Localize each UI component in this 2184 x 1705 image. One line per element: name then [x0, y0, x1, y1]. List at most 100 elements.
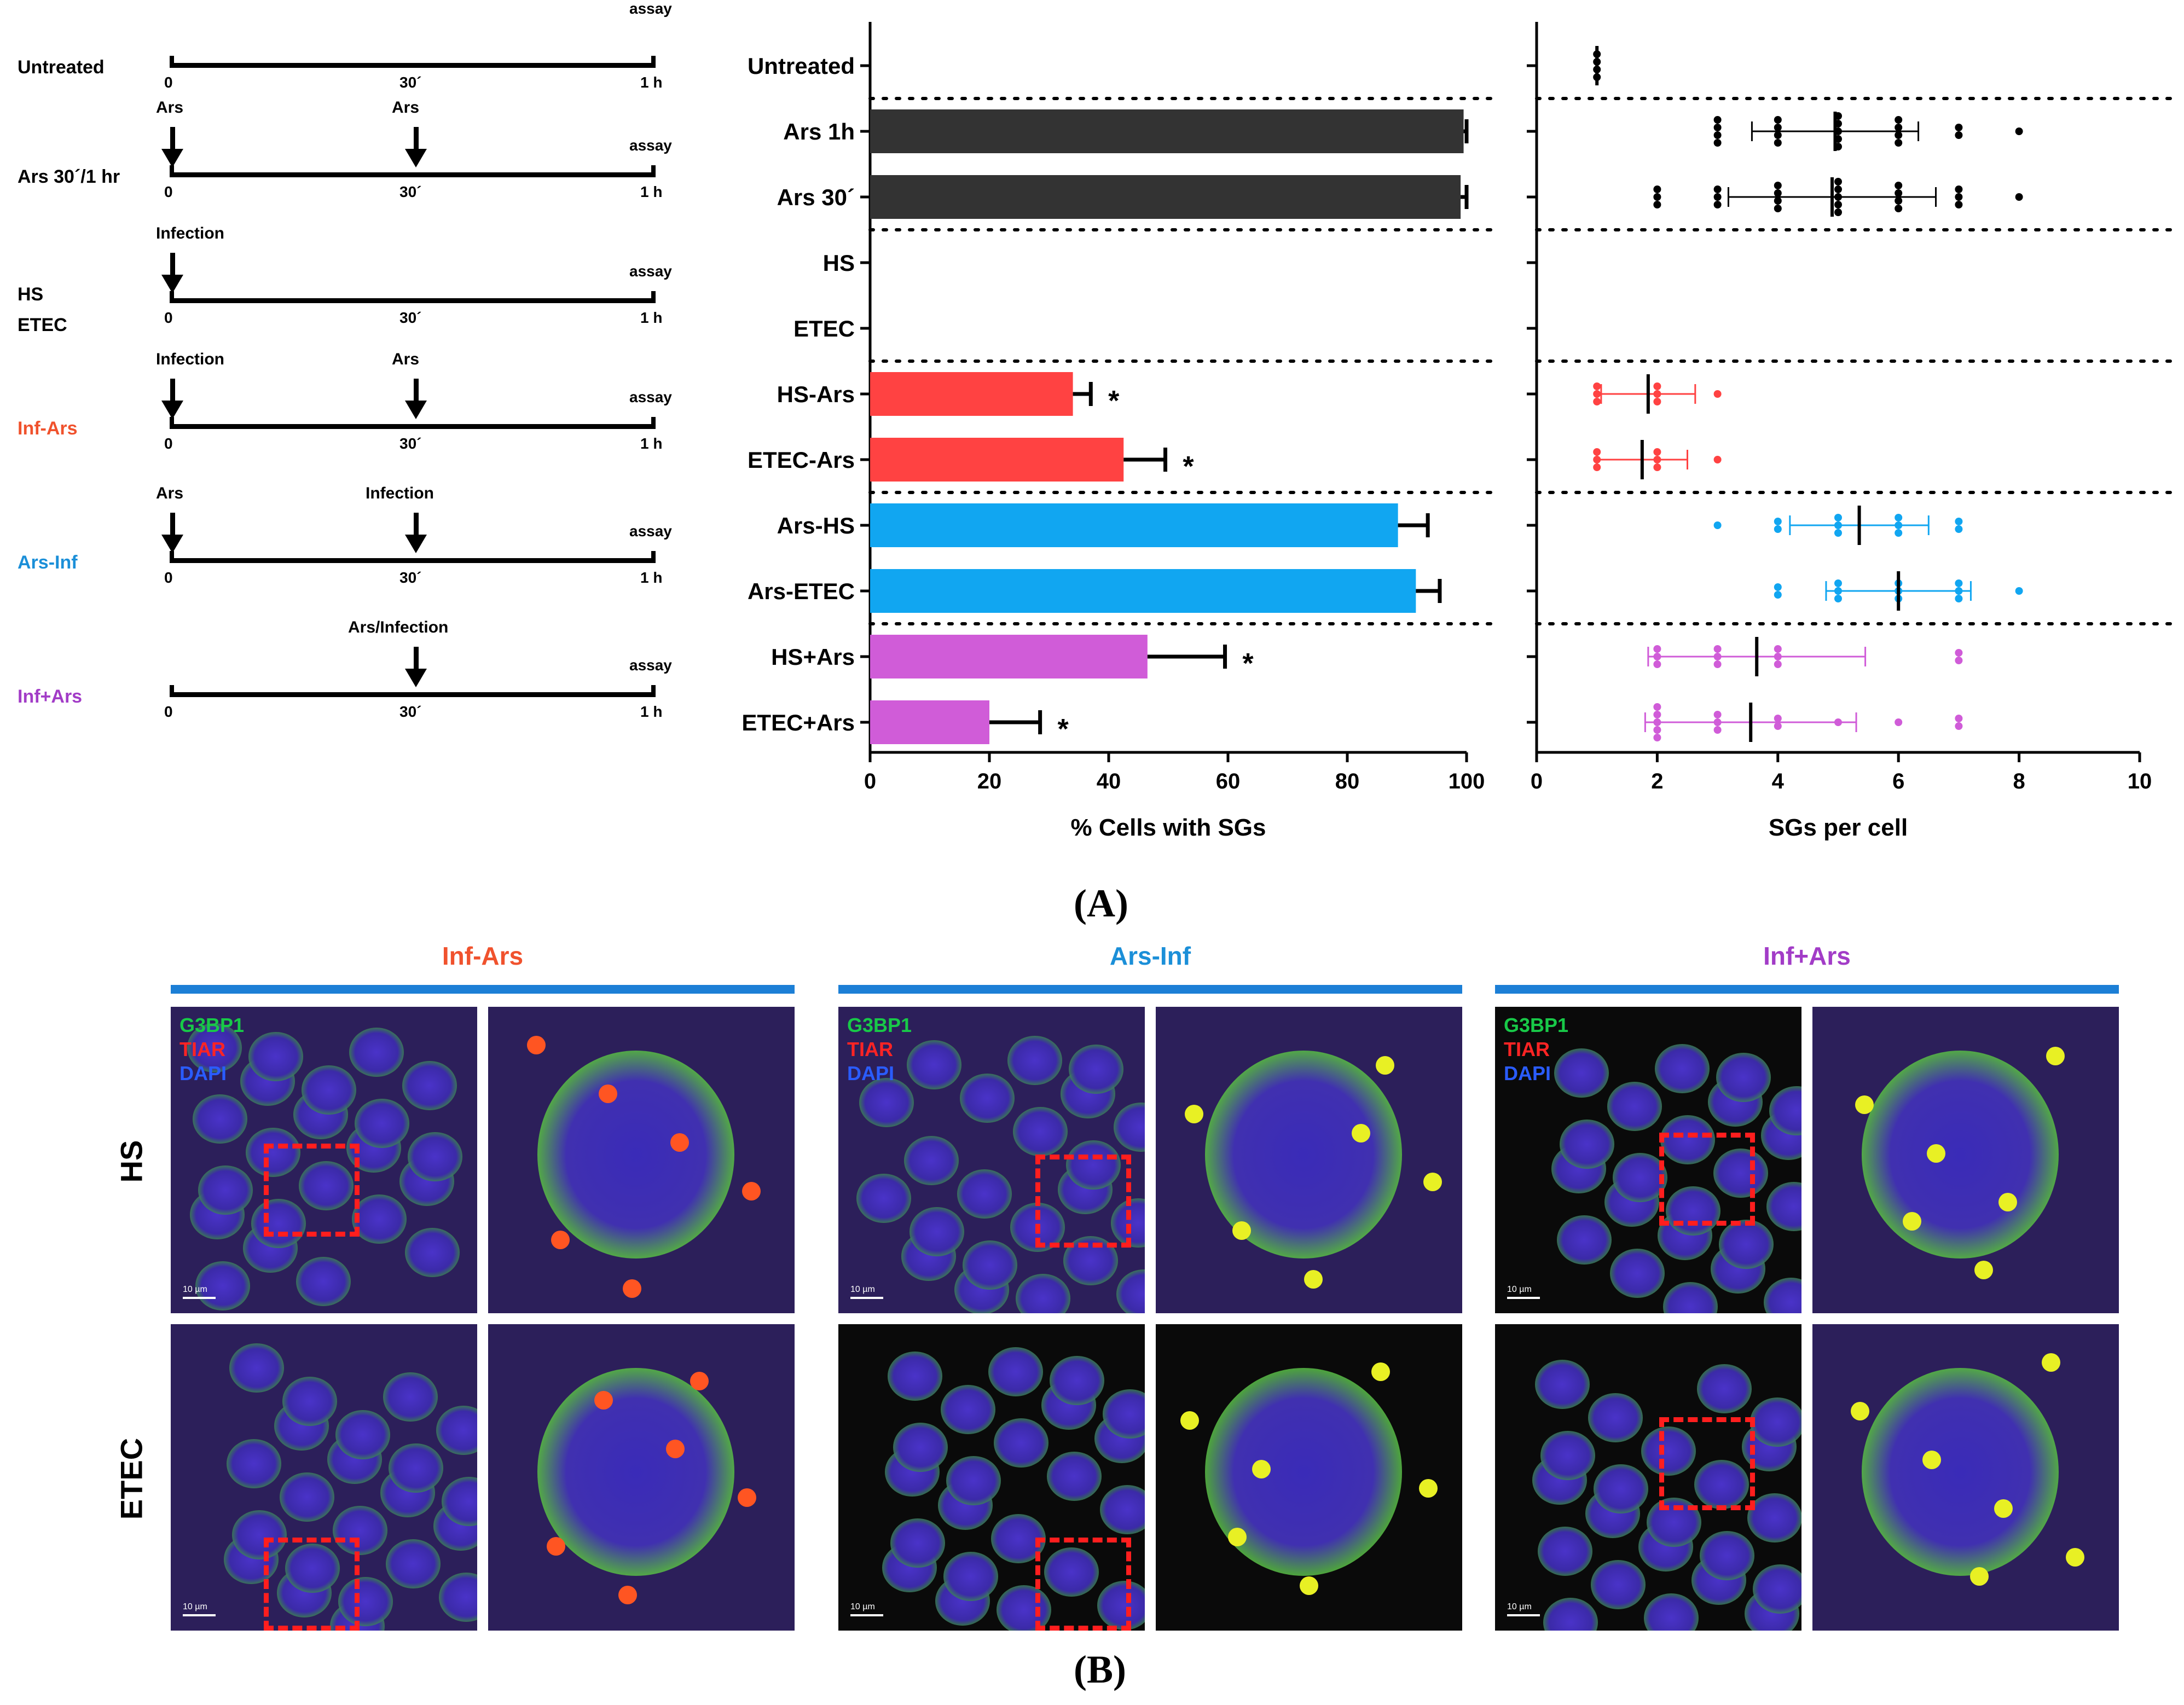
nucleus: [994, 1418, 1048, 1468]
scale-bar: [1507, 1297, 1540, 1299]
scatter-point: [1955, 579, 1963, 587]
scatter-x-tick-label: 4: [1772, 769, 1785, 793]
timeline-axis: [170, 165, 656, 177]
bar: [870, 372, 1073, 416]
timeline-tick: 30´: [399, 703, 422, 720]
assay-label: assay: [629, 0, 672, 17]
nucleus: [963, 1240, 1017, 1290]
nucleus: [302, 1065, 356, 1115]
granule: [1994, 1499, 2013, 1518]
region-of-interest: [1035, 1155, 1131, 1248]
nucleus: [1660, 1115, 1715, 1164]
timeline-tick: 1 h: [640, 569, 663, 586]
scatter-point: [1713, 185, 1722, 193]
scatter-point: [1774, 525, 1782, 533]
granule: [1232, 1221, 1251, 1240]
nucleus: [296, 1257, 351, 1306]
scale-label: 10 µm: [850, 1285, 875, 1294]
channel-label: G3BP1: [1504, 1014, 1569, 1036]
granule: [594, 1391, 613, 1410]
assay-label: assay: [629, 523, 672, 540]
scatter-point: [1834, 208, 1842, 216]
scatter-point: [1774, 189, 1782, 197]
bar: [870, 635, 1148, 678]
nucleus: [960, 1074, 1015, 1123]
nucleus: [1697, 1364, 1752, 1413]
scatter-point: [1955, 657, 1963, 664]
nucleus-zoomed: [1862, 1051, 2059, 1259]
timeline-5: Inf+Ars 0 30´ 1 h assay Ars/Infection: [0, 618, 722, 772]
bar-category-label: HS+Ars: [771, 644, 855, 670]
granule: [1180, 1411, 1199, 1430]
scale-label: 10 µm: [183, 1285, 207, 1294]
timeline-tick: 0: [164, 703, 173, 720]
granule: [547, 1537, 565, 1556]
channel-label: DAPI: [1504, 1062, 1551, 1085]
granule: [1371, 1362, 1390, 1381]
channel-label: G3BP1: [847, 1014, 912, 1036]
scatter-x-axis-title: SGs per cell: [1769, 814, 1908, 841]
nucleus: [246, 1128, 300, 1177]
assay-label: assay: [629, 388, 672, 405]
scatter-point: [1653, 734, 1661, 741]
timeline-axis: [170, 417, 656, 429]
scatter-point: [1774, 715, 1782, 722]
scatter-point: [1834, 595, 1842, 602]
arrow-label: Ars: [156, 484, 184, 502]
nucleus: [1588, 1393, 1643, 1442]
nucleus: [1100, 1485, 1145, 1534]
scatter-point: [1895, 116, 1903, 124]
timeline-axis: [170, 291, 656, 303]
panel-label-b: (B): [1074, 1648, 1126, 1691]
assay-label: assay: [629, 263, 672, 280]
scatter-point: [1834, 514, 1842, 521]
nucleus: [1114, 1103, 1145, 1152]
arrow-label: Infection: [156, 350, 224, 368]
scatter-point: [1774, 583, 1782, 591]
micrograph-overview: 10 µm: [1495, 1324, 1801, 1631]
nucleus: [1543, 1598, 1598, 1631]
nucleus: [352, 1194, 407, 1244]
bar-x-tick-label: 80: [1335, 769, 1360, 793]
bar: [870, 700, 989, 744]
bar-category-label: ETEC-Ars: [748, 447, 855, 473]
nucleus: [907, 1040, 961, 1089]
granule: [618, 1586, 637, 1604]
nucleus: [943, 1552, 998, 1601]
nucleus: [909, 1207, 964, 1256]
scatter-point: [1713, 193, 1722, 201]
region-of-interest: [264, 1144, 360, 1237]
nucleus: [859, 1078, 914, 1127]
bar-category-label: ETEC: [793, 316, 855, 341]
scale-label: 10 µm: [1507, 1285, 1532, 1294]
scatter-point: [1834, 579, 1842, 587]
scatter-point: [1713, 456, 1722, 463]
bar-category-label: HS: [823, 250, 855, 276]
scatter-point: [1713, 660, 1722, 668]
bar-category-label: HS-Ars: [777, 381, 855, 407]
scatter-point: [1834, 529, 1842, 537]
panel-label-a: (A): [1074, 882, 1128, 925]
scatter-x-tick-label: 8: [2013, 769, 2025, 793]
timeline-axis: [170, 551, 656, 563]
nucleus: [997, 1585, 1051, 1631]
nucleus: [890, 1518, 945, 1568]
channel-label: DAPI: [847, 1062, 895, 1085]
bar-x-tick-label: 0: [864, 769, 876, 793]
scatter-point: [1774, 660, 1782, 668]
timeline-3: Inf-Ars 0 30´ 1 h assay Infection Ars: [0, 350, 722, 503]
granule: [1252, 1460, 1271, 1478]
scatter-point: [1834, 178, 1842, 185]
nucleus: [1560, 1120, 1614, 1169]
nucleus: [1066, 1140, 1121, 1190]
scatter-point: [1593, 390, 1601, 398]
nucleus: [1663, 1282, 1718, 1313]
scatter-point: [1653, 193, 1661, 201]
granule: [1998, 1193, 2017, 1211]
nucleus: [1554, 1048, 1609, 1098]
bar: [870, 569, 1416, 613]
bar-category-label: Ars 1h: [783, 119, 855, 144]
nucleus: [1116, 1269, 1145, 1313]
scatter-point: [1713, 645, 1722, 653]
micrograph-zoom: [488, 1324, 795, 1631]
